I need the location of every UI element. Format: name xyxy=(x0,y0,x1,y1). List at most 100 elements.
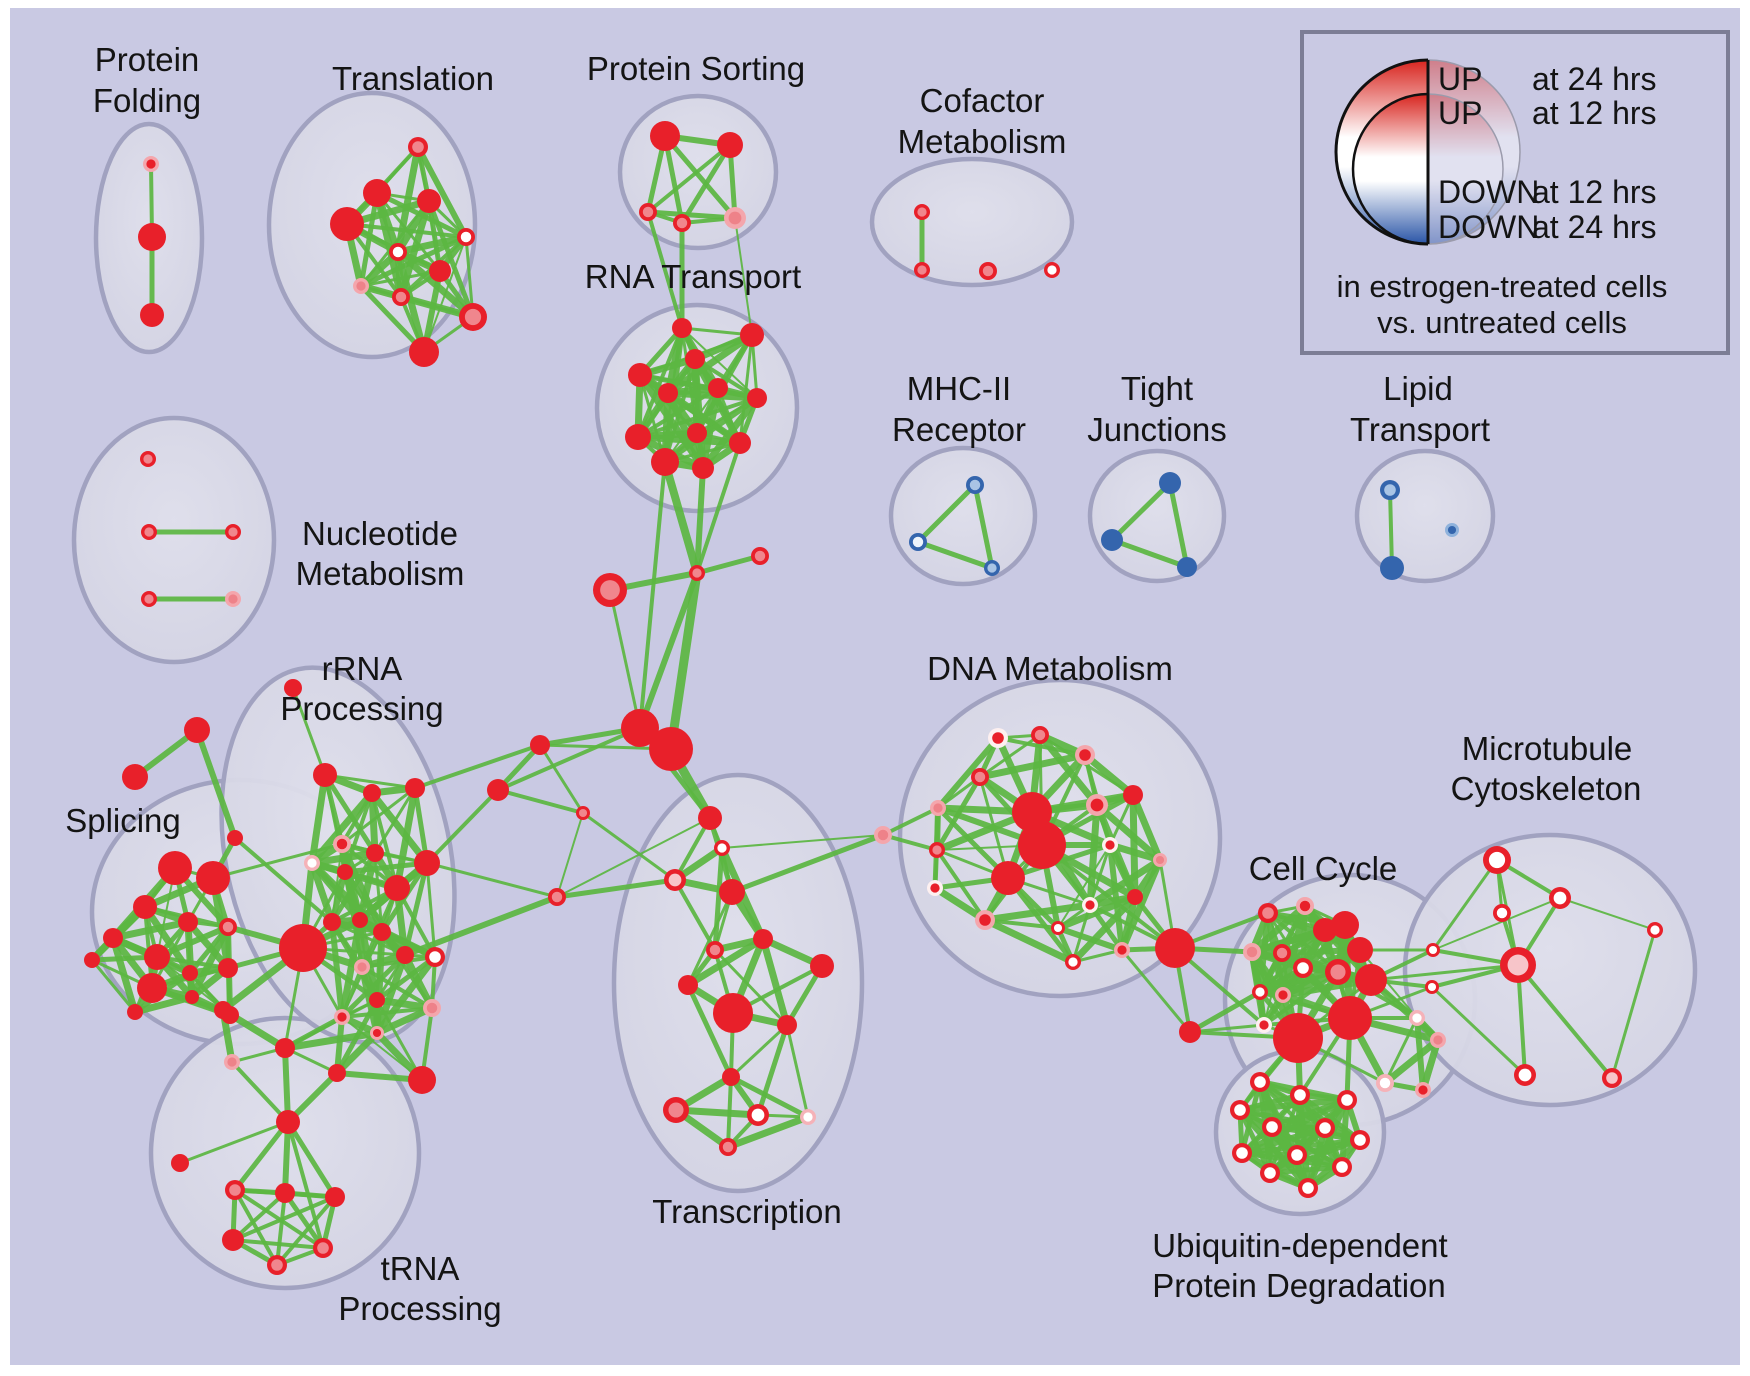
network-node[interactable] xyxy=(1380,556,1404,580)
network-node[interactable] xyxy=(227,830,243,846)
network-node[interactable] xyxy=(196,861,230,895)
network-node[interactable] xyxy=(330,207,364,241)
network-node[interactable] xyxy=(1273,944,1291,962)
network-node[interactable] xyxy=(1293,958,1313,978)
network-node[interactable] xyxy=(304,855,320,871)
network-node[interactable] xyxy=(1123,785,1143,805)
network-node[interactable] xyxy=(663,1097,689,1123)
network-node[interactable] xyxy=(405,778,425,798)
network-node[interactable] xyxy=(729,432,751,454)
network-node[interactable] xyxy=(1426,943,1440,957)
network-node[interactable] xyxy=(1376,1074,1394,1092)
network-node[interactable] xyxy=(706,941,724,959)
network-node[interactable] xyxy=(1114,942,1130,958)
network-node[interactable] xyxy=(1493,904,1511,922)
network-node[interactable] xyxy=(971,768,989,786)
network-node[interactable] xyxy=(144,944,170,970)
network-node[interactable] xyxy=(373,923,391,941)
network-node[interactable] xyxy=(874,826,892,844)
network-node[interactable] xyxy=(717,132,743,158)
network-node[interactable] xyxy=(1415,1082,1431,1098)
network-node[interactable] xyxy=(1275,987,1291,1003)
network-node[interactable] xyxy=(138,223,166,251)
network-node[interactable] xyxy=(576,806,590,820)
network-node[interactable] xyxy=(651,448,679,476)
network-node[interactable] xyxy=(1355,964,1387,996)
network-node[interactable] xyxy=(122,764,148,790)
network-node[interactable] xyxy=(1298,1178,1318,1198)
network-node[interactable] xyxy=(1065,954,1081,970)
network-node[interactable] xyxy=(267,1255,287,1275)
network-node[interactable] xyxy=(417,189,441,213)
network-node[interactable] xyxy=(363,179,391,207)
network-node[interactable] xyxy=(800,1109,816,1125)
network-node[interactable] xyxy=(1332,1157,1352,1177)
network-node[interactable] xyxy=(225,591,241,607)
network-node[interactable] xyxy=(396,946,414,964)
network-node[interactable] xyxy=(218,958,238,978)
network-node[interactable] xyxy=(1380,480,1400,500)
network-node[interactable] xyxy=(1425,980,1439,994)
network-node[interactable] xyxy=(625,424,651,450)
network-node[interactable] xyxy=(141,524,157,540)
network-node[interactable] xyxy=(313,763,337,787)
network-node[interactable] xyxy=(127,1004,143,1020)
network-node[interactable] xyxy=(214,1001,232,1019)
network-node[interactable] xyxy=(628,363,652,387)
network-node[interactable] xyxy=(810,954,834,978)
network-node[interactable] xyxy=(1232,1143,1252,1163)
network-node[interactable] xyxy=(328,1064,346,1082)
network-node[interactable] xyxy=(685,349,705,369)
network-node[interactable] xyxy=(927,880,943,896)
network-node[interactable] xyxy=(1409,1010,1425,1026)
network-node[interactable] xyxy=(140,303,164,327)
network-node[interactable] xyxy=(988,728,1008,748)
network-node[interactable] xyxy=(1549,887,1571,909)
network-node[interactable] xyxy=(363,784,381,802)
network-node[interactable] xyxy=(753,929,773,949)
network-node[interactable] xyxy=(719,879,745,905)
network-node[interactable] xyxy=(1075,745,1095,765)
network-node[interactable] xyxy=(1290,1085,1310,1105)
network-node[interactable] xyxy=(140,451,156,467)
network-node[interactable] xyxy=(530,735,550,755)
network-node[interactable] xyxy=(979,262,997,280)
network-node[interactable] xyxy=(1082,897,1098,913)
network-node[interactable] xyxy=(337,864,353,880)
network-node[interactable] xyxy=(1258,903,1278,923)
network-node[interactable] xyxy=(1483,846,1511,874)
network-node[interactable] xyxy=(423,999,441,1017)
network-node[interactable] xyxy=(1230,1100,1250,1120)
network-node[interactable] xyxy=(219,918,237,936)
network-node[interactable] xyxy=(185,990,199,1004)
network-node[interactable] xyxy=(751,547,769,565)
network-node[interactable] xyxy=(333,835,351,853)
network-node[interactable] xyxy=(369,992,385,1008)
network-node[interactable] xyxy=(284,679,302,697)
network-node[interactable] xyxy=(740,323,764,347)
network-node[interactable] xyxy=(1325,959,1351,985)
network-node[interactable] xyxy=(275,1038,295,1058)
network-node[interactable] xyxy=(103,928,123,948)
network-node[interactable] xyxy=(459,303,487,331)
network-node[interactable] xyxy=(929,842,945,858)
network-node[interactable] xyxy=(275,1183,295,1203)
network-node[interactable] xyxy=(279,924,327,972)
network-node[interactable] xyxy=(1500,947,1536,983)
network-node[interactable] xyxy=(409,337,439,367)
network-node[interactable] xyxy=(777,1015,797,1035)
network-node[interactable] xyxy=(457,228,475,246)
network-node[interactable] xyxy=(747,1104,769,1126)
network-node[interactable] xyxy=(687,423,707,443)
network-node[interactable] xyxy=(714,840,730,856)
network-node[interactable] xyxy=(1337,1090,1357,1110)
network-node[interactable] xyxy=(1252,984,1268,1000)
network-node[interactable] xyxy=(1051,921,1065,935)
network-node[interactable] xyxy=(323,913,341,931)
network-node[interactable] xyxy=(84,952,100,968)
network-node[interactable] xyxy=(1179,1021,1201,1043)
network-node[interactable] xyxy=(389,243,407,261)
network-node[interactable] xyxy=(1260,1163,1280,1183)
network-node[interactable] xyxy=(1086,794,1108,816)
network-node[interactable] xyxy=(1101,529,1123,551)
